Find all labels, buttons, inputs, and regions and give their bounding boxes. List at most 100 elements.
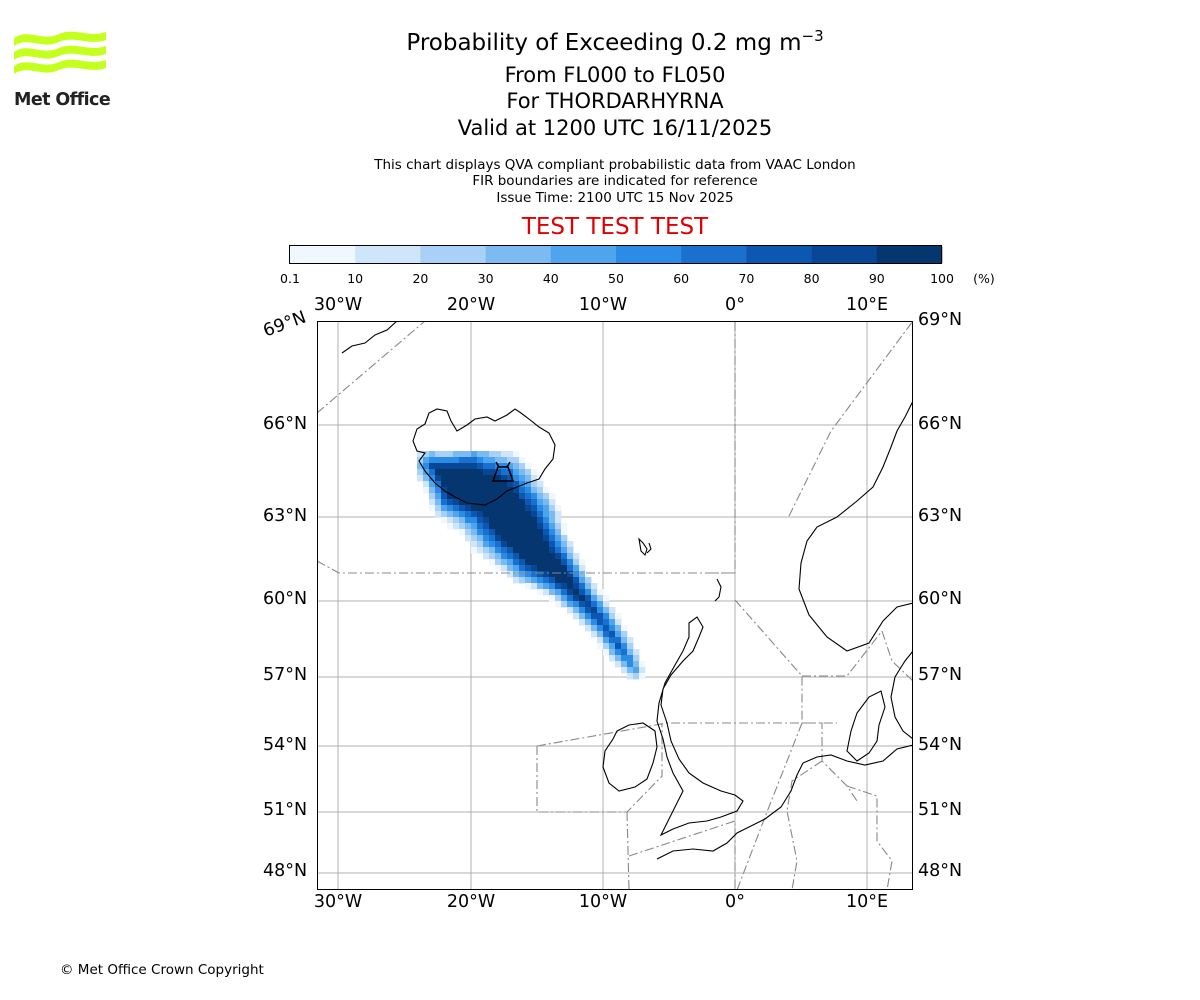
- plume-cell: [423, 475, 430, 482]
- plume-cell: [621, 649, 628, 656]
- plume-cell: [537, 589, 544, 596]
- plume-cell: [555, 553, 562, 560]
- plume-cell: [633, 655, 640, 662]
- plume-cell: [507, 493, 514, 500]
- plume-cell: [483, 481, 490, 488]
- plume-cell: [567, 541, 574, 548]
- plume-cell: [501, 505, 508, 512]
- plume-cell: [417, 463, 424, 470]
- plume-cell: [561, 565, 568, 572]
- plume-cell: [465, 511, 472, 518]
- plume-cell: [501, 553, 508, 560]
- plume-cell: [495, 451, 502, 458]
- plume-cell: [621, 625, 628, 632]
- plume-cell: [555, 571, 562, 578]
- plume-cell: [453, 451, 460, 458]
- plume-cell: [573, 577, 580, 584]
- plume-cell: [603, 619, 610, 626]
- plume-cell: [597, 625, 604, 632]
- plume-cell: [501, 565, 508, 572]
- plume-cell: [513, 487, 520, 494]
- plume-cell: [627, 637, 634, 644]
- plume-cell: [507, 535, 514, 542]
- plume-cell: [627, 667, 634, 674]
- plume-cell: [579, 571, 586, 578]
- plume-cell: [501, 457, 508, 464]
- plume-cell: [459, 511, 466, 518]
- plume-cell: [537, 583, 544, 590]
- plume-cell: [519, 469, 526, 476]
- subtitle-line-2: FIR boundaries are indicated for referen…: [472, 173, 758, 189]
- plume-cell: [513, 475, 520, 482]
- plume-cell: [465, 523, 472, 530]
- plume-cell: [513, 505, 520, 512]
- lon-label-top-10w: 10°W: [578, 295, 628, 315]
- plume-cell: [501, 451, 508, 458]
- plume-cell: [483, 487, 490, 494]
- plume-cell: [447, 505, 454, 512]
- plume-cell: [573, 613, 580, 620]
- plume-cell: [603, 607, 610, 614]
- lon-label-bottom-20w: 20°W: [446, 892, 496, 912]
- plume-cell: [615, 649, 622, 656]
- plume-cell: [513, 565, 520, 572]
- plume-cell: [471, 505, 478, 512]
- plume-cell: [597, 589, 604, 596]
- plume-cell: [435, 457, 442, 464]
- lon-label-top-30w: 30°W: [313, 295, 363, 315]
- plume-cell: [513, 577, 520, 584]
- plume-cell: [549, 547, 556, 554]
- plume-cell: [507, 481, 514, 488]
- plume-cell: [561, 583, 568, 590]
- plume-cell: [519, 481, 526, 488]
- plume-cell: [489, 481, 496, 488]
- lat-label-right-57n: 57°N: [918, 665, 963, 685]
- plume-cell: [561, 547, 568, 554]
- plume-cell: [585, 577, 592, 584]
- plume-cell: [537, 511, 544, 518]
- plume-cell: [513, 553, 520, 560]
- plume-cell: [633, 667, 640, 674]
- volcano-name: For THORDARHYRNA: [506, 89, 724, 113]
- plume-cell: [573, 595, 580, 602]
- plume-cell: [471, 541, 478, 548]
- plume-cell: [435, 511, 442, 518]
- plume-cell: [525, 559, 532, 566]
- plume-cell: [483, 553, 490, 560]
- plume-cell: [549, 511, 556, 518]
- plume-cell: [525, 523, 532, 530]
- plume-cell: [441, 493, 448, 500]
- plume-cell: [555, 523, 562, 530]
- plume-cell: [519, 463, 526, 470]
- plume-cell: [483, 517, 490, 524]
- plume-cell: [519, 535, 526, 542]
- plume-cell: [429, 475, 436, 482]
- plume-cell: [477, 499, 484, 506]
- plume-cell: [495, 457, 502, 464]
- plume-cell: [459, 505, 466, 512]
- plume-cell: [519, 553, 526, 560]
- plume-cell: [585, 595, 592, 602]
- plume-cell: [597, 619, 604, 626]
- plume-cell: [621, 667, 628, 674]
- plume-cell: [519, 559, 526, 566]
- plume-cell: [549, 499, 556, 506]
- plume-cell: [537, 559, 544, 566]
- plume-cell: [525, 481, 532, 488]
- plume-cell: [621, 661, 628, 668]
- plume-cell: [561, 559, 568, 566]
- plume-cell: [465, 487, 472, 494]
- plume-cell: [525, 577, 532, 584]
- plume-cell: [561, 601, 568, 608]
- plume-cell: [429, 451, 436, 458]
- plume-cell: [507, 451, 514, 458]
- plume-cell: [513, 571, 520, 578]
- test-banner: TEST TEST TEST: [521, 214, 709, 240]
- plume-cell: [531, 553, 538, 560]
- colorbar-segment: [485, 246, 552, 263]
- plume-cell: [465, 475, 472, 482]
- colorbar-segment: [550, 246, 617, 263]
- plume-cell: [501, 547, 508, 554]
- plume-cell: [561, 541, 568, 548]
- plume-cell: [609, 607, 616, 614]
